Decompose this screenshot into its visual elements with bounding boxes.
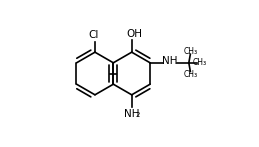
Text: 2: 2 (135, 112, 140, 118)
Text: NH: NH (124, 109, 139, 119)
Text: CH₃: CH₃ (184, 70, 198, 79)
Text: NH: NH (162, 56, 178, 66)
Text: CH₃: CH₃ (192, 58, 207, 67)
Text: CH₃: CH₃ (184, 47, 198, 56)
Text: OH: OH (126, 29, 142, 39)
Text: Cl: Cl (88, 30, 99, 40)
